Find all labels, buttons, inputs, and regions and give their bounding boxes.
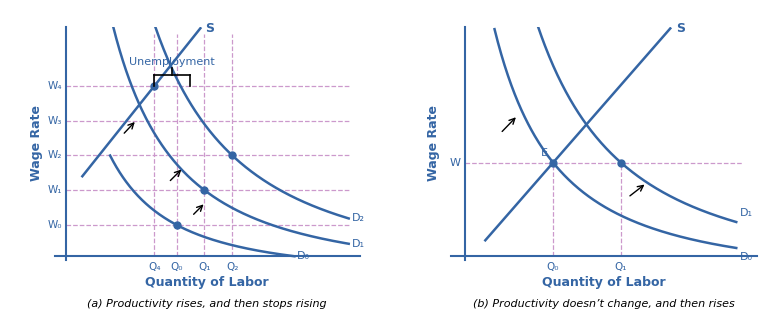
Text: (a) Productivity rises, and then stops rising: (a) Productivity rises, and then stops r… <box>87 299 327 309</box>
Text: Wage Rate: Wage Rate <box>30 105 43 181</box>
Text: Q₂: Q₂ <box>226 262 239 272</box>
Text: W₄: W₄ <box>48 81 62 91</box>
Text: D₂: D₂ <box>352 213 364 223</box>
Text: Q₀: Q₀ <box>171 262 183 272</box>
Text: (b) Productivity doesn’t change, and then rises: (b) Productivity doesn’t change, and the… <box>473 299 735 309</box>
Text: Q₄: Q₄ <box>148 262 161 272</box>
Text: W₀: W₀ <box>48 220 62 230</box>
Text: D₁: D₁ <box>739 208 753 218</box>
Text: D₀: D₀ <box>297 251 310 261</box>
Text: Q₁: Q₁ <box>198 262 211 272</box>
Text: Quantity of Labor: Quantity of Labor <box>542 276 666 289</box>
Text: W₁: W₁ <box>48 185 62 195</box>
Text: Q₀: Q₀ <box>547 262 559 272</box>
Text: S: S <box>205 22 214 35</box>
Text: D₀: D₀ <box>739 252 753 262</box>
Text: S: S <box>675 22 685 35</box>
Text: W: W <box>450 158 461 167</box>
Text: W₂: W₂ <box>48 151 62 161</box>
Text: Q₁: Q₁ <box>615 262 627 272</box>
Text: Quantity of Labor: Quantity of Labor <box>145 276 269 289</box>
Text: E: E <box>541 148 548 158</box>
Text: Unemployment: Unemployment <box>129 57 215 67</box>
Text: W₃: W₃ <box>48 116 62 126</box>
Text: D₁: D₁ <box>352 239 364 249</box>
Text: Wage Rate: Wage Rate <box>427 105 440 181</box>
